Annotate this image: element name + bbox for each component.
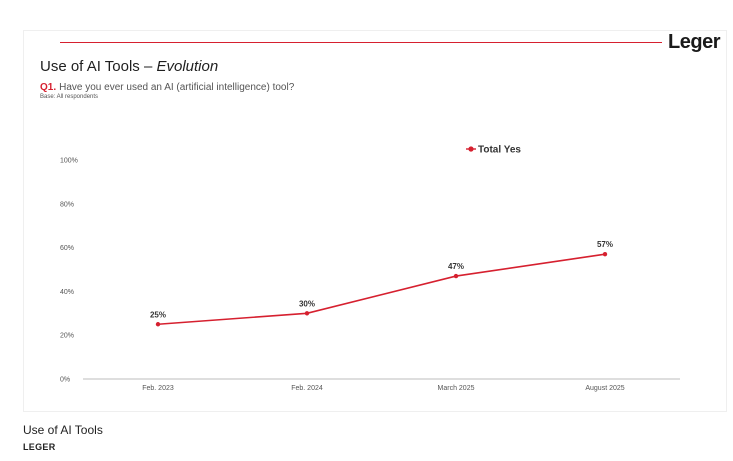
question-number: Q1. (40, 82, 57, 93)
slide-panel: Leger Use of AI Tools – Evolution Q1. Hav… (24, 31, 726, 411)
data-point (453, 273, 459, 279)
question-line: Q1. Have you ever used an AI (artificial … (40, 82, 294, 93)
title-main: Use of AI Tools – (40, 58, 157, 75)
title-italic: Evolution (156, 58, 219, 75)
y-tick-label: 20% (60, 333, 74, 340)
x-tick-label: Feb. 2024 (291, 385, 323, 392)
image-caption: Use of AI Tools (23, 423, 103, 437)
image-source: LEGER (23, 442, 56, 452)
header-rule (60, 42, 662, 43)
data-label: 57% (597, 240, 613, 249)
data-label: 47% (448, 262, 464, 271)
line-chart: 0% 20% 40% 60% 80% 100% Feb. 2023 Feb. 2024 Marc… (60, 145, 680, 392)
y-tick-label: 100% (60, 158, 78, 165)
leger-logo: Leger (668, 31, 720, 53)
slide-title: Use of AI Tools – Evolution (40, 58, 218, 75)
x-tick-label: August 2025 (585, 385, 624, 392)
base-note: Base: All respondents (40, 94, 99, 100)
x-tick-label: Feb. 2023 (142, 385, 174, 392)
legend-label: Total Yes (478, 145, 521, 156)
series-line-total-yes (157, 253, 606, 326)
data-label: 30% (299, 299, 315, 308)
data-label: 25% (150, 310, 166, 319)
y-tick-label: 60% (60, 245, 74, 252)
question-text: Have you ever used an AI (artificial int… (59, 82, 295, 93)
data-point (602, 251, 608, 257)
x-tick-label: March 2025 (438, 385, 475, 392)
y-tick-label: 80% (60, 201, 74, 208)
y-tick-label: 0% (60, 377, 70, 384)
data-point (304, 311, 310, 316)
data-point (155, 322, 161, 327)
y-tick-label: 40% (60, 289, 74, 296)
